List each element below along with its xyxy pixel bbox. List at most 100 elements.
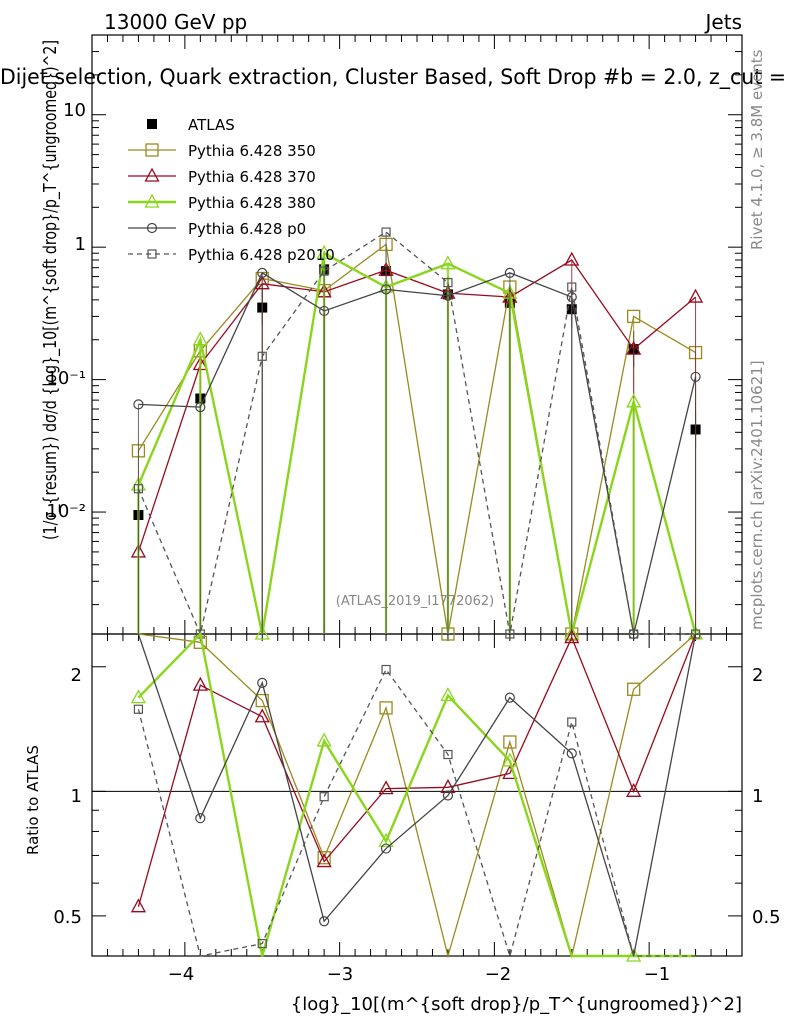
series-line-pythia-6-428-380 — [137, 251, 697, 635]
point-pythia-6-428-p0 — [257, 267, 268, 278]
ratio-point-pythia-6-428-p2010 — [443, 749, 453, 760]
point-pythia-6-428-p0 — [133, 399, 144, 410]
point-pythia-6-428-380 — [687, 625, 704, 640]
ytick-main-1: 10⁻¹ — [46, 368, 86, 389]
mcplots-label: mcplots.cern.ch [arXiv:2401.10621] — [748, 360, 766, 630]
legend-marker-pythia-6-428-370 — [144, 167, 160, 182]
ratio-line-pythia-6-428-p0 — [137, 633, 697, 957]
legend-label-pythia-6-428-p0: Pythia 6.428 p0 — [188, 220, 306, 238]
point-pythia-6-428-370 — [626, 340, 642, 355]
ratio-point-pythia-6-428-370 — [378, 780, 394, 795]
point-pythia-6-428-p2010 — [381, 227, 391, 237]
ratio-point-pythia-6-428-380 — [316, 732, 332, 747]
ratio-point-pythia-6-428-p0 — [504, 692, 515, 703]
ratio-point-pythia-6-428-p2010 — [381, 664, 391, 675]
ratio-line-pythia-6-428-p2010 — [137, 668, 696, 959]
ratio-point-pythia-6-428-p0 — [380, 843, 392, 854]
point-pythia-6-428-p0 — [195, 402, 206, 413]
ratio-point-pythia-6-428-370 — [316, 853, 332, 868]
ratio-point-pythia-6-428-350 — [317, 851, 331, 865]
ratio-line-pythia-6-428-370 — [137, 633, 697, 907]
legend-label-atlas: ATLAS — [188, 116, 235, 134]
ratio-line-pythia-6-428-380 — [137, 631, 696, 958]
xtick-0: −4 — [168, 964, 195, 985]
point-pythia-6-428-370 — [564, 251, 580, 266]
ytick-main-3: 10 — [63, 100, 86, 121]
ratio-line-pythia-6-428-350 — [138, 633, 697, 959]
legend-label-pythia-6-428-350: Pythia 6.428 350 — [188, 142, 316, 160]
ytick-ratio-1: 1 — [71, 786, 82, 807]
legend-label-pythia-6-428-370: Pythia 6.428 370 — [188, 168, 316, 186]
ratio-point-pythia-6-428-350 — [379, 701, 393, 715]
point-pythia-6-428-380 — [254, 625, 270, 640]
legend-marker-pythia-6-428-380 — [144, 193, 160, 208]
ratio-point-pythia-6-428-p0 — [257, 677, 268, 688]
xtick-2: −2 — [485, 964, 512, 985]
point-pythia-6-428-p2010 — [443, 278, 453, 288]
ratio-point-pythia-6-428-370 — [254, 708, 270, 723]
legend-label-pythia-6-428-380: Pythia 6.428 380 — [188, 194, 316, 212]
ratio-point-pythia-6-428-370 — [564, 629, 580, 644]
point-pythia-6-428-350 — [627, 309, 641, 324]
header-left: 13000 GeV pp — [104, 10, 247, 34]
ratio-point-pythia-6-428-370 — [626, 782, 642, 797]
legend-marker-pythia-6-428-p0 — [146, 222, 158, 234]
ratio-point-pythia-6-428-380 — [130, 689, 147, 704]
ytick-ratio-r2: 2 — [752, 665, 763, 686]
ratio-point-pythia-6-428-370 — [440, 778, 456, 793]
series-line-pythia-6-428-370 — [137, 259, 696, 553]
ratio-point-pythia-6-428-380 — [626, 947, 642, 962]
ratio-plot-frame — [91, 633, 743, 957]
ratio-point-pythia-6-428-380 — [502, 752, 518, 767]
point-pythia-6-428-p0 — [690, 371, 701, 382]
x-axis-label: {log}_10[(m^{soft drop}/p_T^{ungroomed})… — [291, 994, 742, 1015]
ratio-point-pythia-6-428-350 — [255, 693, 269, 708]
header-right: Jets — [704, 10, 742, 34]
ytick-main-0: 10⁻² — [46, 501, 86, 522]
point-pythia-6-428-p2010 — [257, 351, 267, 361]
series-line-pythia-6-428-350 — [137, 243, 696, 635]
legend-marker-pythia-6-428-350 — [145, 143, 159, 157]
xtick-1: −3 — [327, 964, 354, 985]
rivet-label: Rivet 4.1.0, ≥ 3.8M events — [748, 49, 766, 250]
point-pythia-6-428-p2010 — [690, 629, 701, 639]
point-pythia-6-428-380 — [192, 331, 208, 346]
ratio-point-pythia-6-428-p2010 — [133, 704, 144, 714]
ratio-point-pythia-6-428-370 — [130, 898, 147, 913]
ratio-point-pythia-6-428-350 — [627, 682, 641, 696]
ytick-ratio-r1: 1 — [752, 786, 763, 807]
legend-marker-pythia-6-428-p2010 — [147, 249, 157, 259]
ytick-ratio-0: 0.5 — [53, 907, 82, 928]
ratio-point-pythia-6-428-350 — [503, 735, 517, 749]
ratio-point-pythia-6-428-370 — [192, 676, 208, 691]
point-pythia-6-428-p2010 — [567, 282, 577, 292]
point-pythia-6-428-p2010 — [319, 266, 329, 276]
y-axis-label-main: (1/σ_{resum}) dσ/d {log}_10[(m^{soft dro… — [40, 40, 61, 540]
series-line-pythia-6-428-p0 — [138, 271, 697, 635]
y-axis-label-ratio: Ratio to ATLAS — [24, 745, 42, 855]
plot-title: Dijet selection, Quark extraction, Clust… — [0, 65, 786, 90]
xtick-3: −1 — [644, 964, 671, 985]
ytick-ratio-2: 2 — [71, 665, 82, 686]
point-pythia-6-428-380 — [626, 393, 642, 408]
point-pythia-6-428-380 — [440, 255, 456, 270]
ratio-point-pythia-6-428-p0 — [195, 813, 206, 824]
series-line-pythia-6-428-p2010 — [137, 231, 696, 637]
legend-label-pythia-6-428-p2010: Pythia 6.428 p2010 — [188, 246, 335, 264]
ratio-point-pythia-6-428-p0 — [319, 916, 330, 927]
ratio-point-pythia-6-428-p2010 — [567, 717, 577, 727]
point-pythia-6-428-p2010 — [629, 629, 639, 639]
ratio-point-pythia-6-428-p2010 — [319, 792, 329, 802]
point-pythia-6-428-p2010 — [505, 629, 515, 639]
point-pythia-6-428-p2010 — [133, 484, 144, 494]
point-pythia-6-428-p0 — [504, 267, 515, 278]
legend-marker-atlas — [147, 119, 157, 129]
ratio-point-pythia-6-428-380 — [378, 832, 394, 847]
ratio-point-pythia-6-428-380 — [440, 687, 456, 702]
point-pythia-6-428-370 — [687, 288, 704, 303]
point-pythia-6-428-380 — [316, 244, 332, 259]
analysis-watermark: (ATLAS_2019_I1772062) — [336, 594, 494, 609]
ytick-ratio-r0: 0.5 — [752, 907, 781, 928]
ratio-point-pythia-6-428-p0 — [566, 748, 577, 759]
